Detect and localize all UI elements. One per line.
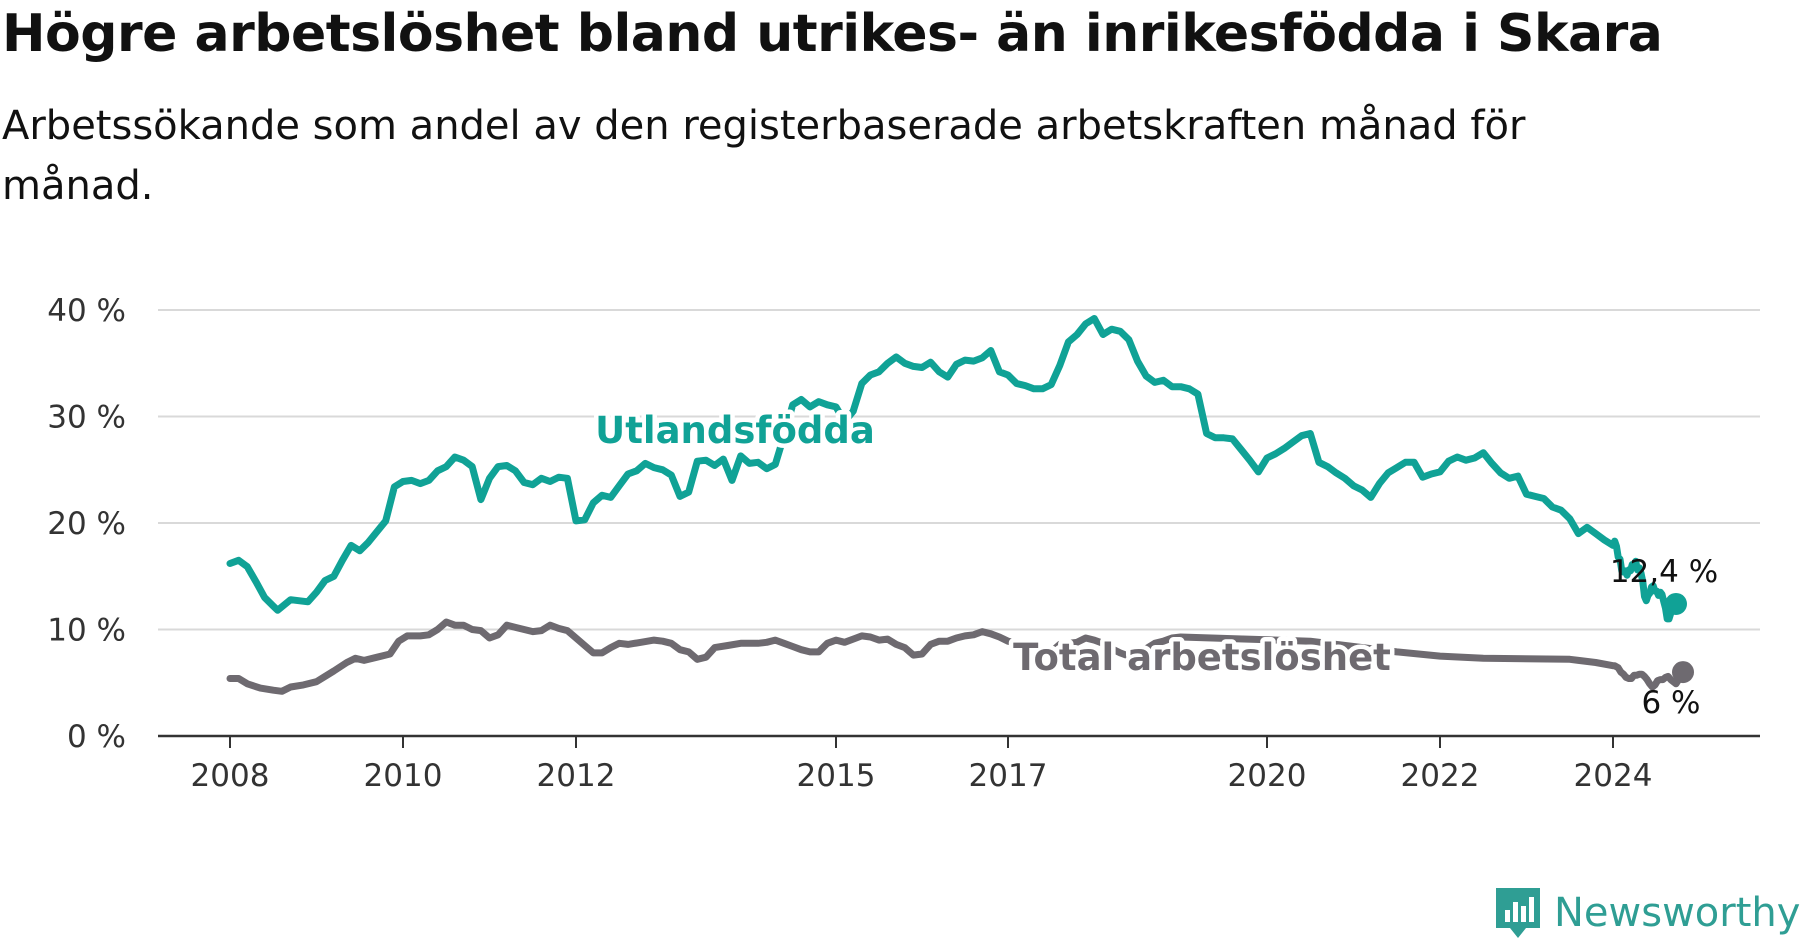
y-tick-label: 10 % bbox=[47, 613, 126, 649]
series-line-utlandsfodda bbox=[226, 315, 1680, 623]
y-tick-label: 30 % bbox=[47, 400, 126, 436]
x-tick-label: 2010 bbox=[364, 758, 443, 794]
x-tick-label: 2022 bbox=[1401, 758, 1480, 794]
brand-logo: Newsworthy bbox=[1492, 884, 1800, 942]
series-lines bbox=[226, 315, 1694, 695]
end-label-total: 6 % bbox=[1641, 685, 1700, 721]
grid-lines bbox=[158, 309, 1760, 738]
y-tick-label: 0 % bbox=[67, 719, 126, 755]
series-labels: 12,4 % 6 % Utlandsfödda Total arbetslöshet bbox=[591, 405, 1719, 722]
x-tick-label: 2015 bbox=[797, 758, 876, 794]
y-axis-ticks: 0 % 10 % 20 % 30 % 40 % bbox=[47, 293, 126, 755]
line-chart: 0 % 10 % 20 % 30 % 40 % 2008 2010 2012 2015 2017… bbox=[47, 293, 1760, 794]
series-name-total: Total arbetslöshet bbox=[1013, 636, 1391, 679]
x-tick-label: 2024 bbox=[1574, 758, 1653, 794]
x-tick-label: 2020 bbox=[1228, 758, 1307, 794]
y-tick-label: 40 % bbox=[47, 293, 126, 329]
chart-subtitle: Arbetssökande som andel av den registerb… bbox=[2, 103, 1526, 209]
series-name-utlandsfodda: Utlandsfödda bbox=[595, 409, 875, 452]
x-tick-label: 2017 bbox=[969, 758, 1048, 794]
x-tick-label: 2008 bbox=[191, 758, 270, 794]
end-label-utlandsfodda: 12,4 % bbox=[1610, 554, 1718, 590]
x-tick-label: 2012 bbox=[537, 758, 616, 794]
x-axis-ticks: 2008 2010 2012 2015 2017 2020 2022 2024 bbox=[191, 736, 1653, 794]
brand-name: Newsworthy bbox=[1554, 890, 1800, 936]
series-line-total bbox=[226, 618, 1687, 695]
end-point-utlandsfodda bbox=[1665, 592, 1687, 615]
end-point-total bbox=[1672, 661, 1694, 684]
newsworthy-logo-icon bbox=[1496, 888, 1540, 938]
y-tick-label: 20 % bbox=[47, 506, 126, 542]
chart-title: Högre arbetslöshet bland utrikes- än inr… bbox=[2, 4, 1663, 64]
